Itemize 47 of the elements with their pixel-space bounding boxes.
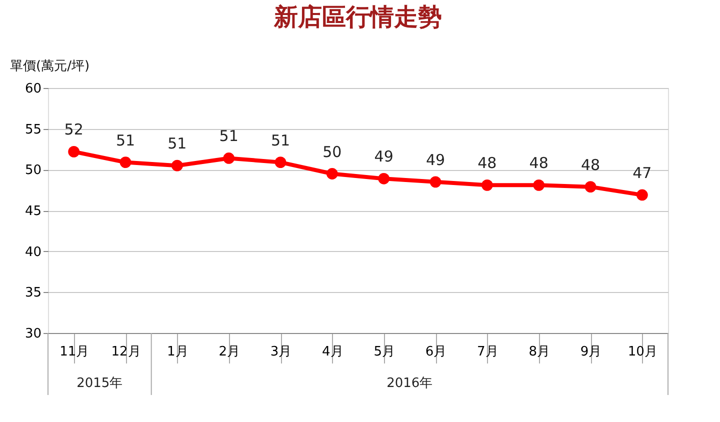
chart-title: 新店區行情走勢 bbox=[273, 3, 442, 31]
x-tick-label: 10月 bbox=[628, 344, 658, 360]
point bbox=[584, 181, 596, 193]
y-tick-label: 50 bbox=[24, 163, 42, 178]
x-tick-label: 2月 bbox=[218, 344, 240, 360]
y-tick-label: 45 bbox=[24, 204, 42, 219]
point bbox=[171, 160, 183, 172]
x-tick-label: 9月 bbox=[580, 344, 602, 360]
data-label: 51 bbox=[270, 131, 290, 150]
point bbox=[430, 176, 442, 188]
x-tick-label: 1月 bbox=[167, 344, 188, 360]
data-label: 52 bbox=[64, 120, 84, 139]
x-tick-label: 11月 bbox=[60, 344, 90, 360]
point bbox=[274, 156, 286, 168]
y-tick-label: 30 bbox=[24, 326, 42, 342]
data-label: 51 bbox=[116, 131, 136, 150]
x-tick-label: 4月 bbox=[322, 344, 344, 360]
y-axis-title: 單價(萬元/坪) bbox=[10, 59, 90, 74]
data-label: 49 bbox=[374, 148, 394, 166]
point bbox=[481, 179, 493, 191]
point bbox=[120, 156, 132, 168]
point bbox=[533, 179, 545, 191]
data-label: 50 bbox=[322, 142, 342, 161]
point bbox=[68, 146, 80, 158]
point bbox=[636, 189, 648, 201]
point bbox=[223, 152, 235, 164]
x-tick-label: 7月 bbox=[477, 344, 498, 360]
data-label: 51 bbox=[219, 127, 238, 146]
point bbox=[326, 168, 338, 180]
data-label: 48 bbox=[478, 154, 497, 172]
point bbox=[378, 172, 390, 184]
x-tick-label: 12月 bbox=[111, 344, 141, 360]
data-label: 48 bbox=[580, 156, 600, 174]
data-label: 49 bbox=[426, 150, 446, 169]
x-tick-label: 6月 bbox=[425, 344, 447, 360]
y-tick-label: 40 bbox=[24, 244, 42, 260]
text: 2016年 bbox=[386, 376, 433, 391]
text: 2015年 bbox=[76, 376, 123, 391]
data-label: 47 bbox=[632, 164, 652, 182]
y-tick-label: 55 bbox=[24, 122, 42, 138]
data-label: 51 bbox=[168, 134, 187, 153]
x-tick-label: 3月 bbox=[270, 344, 292, 360]
x-tick-label: 5月 bbox=[374, 344, 395, 360]
x-tick-label: 8月 bbox=[528, 344, 550, 360]
data-label: 48 bbox=[529, 154, 548, 172]
y-tick-label: 60 bbox=[24, 82, 42, 96]
y-tick-label: 35 bbox=[24, 286, 42, 301]
